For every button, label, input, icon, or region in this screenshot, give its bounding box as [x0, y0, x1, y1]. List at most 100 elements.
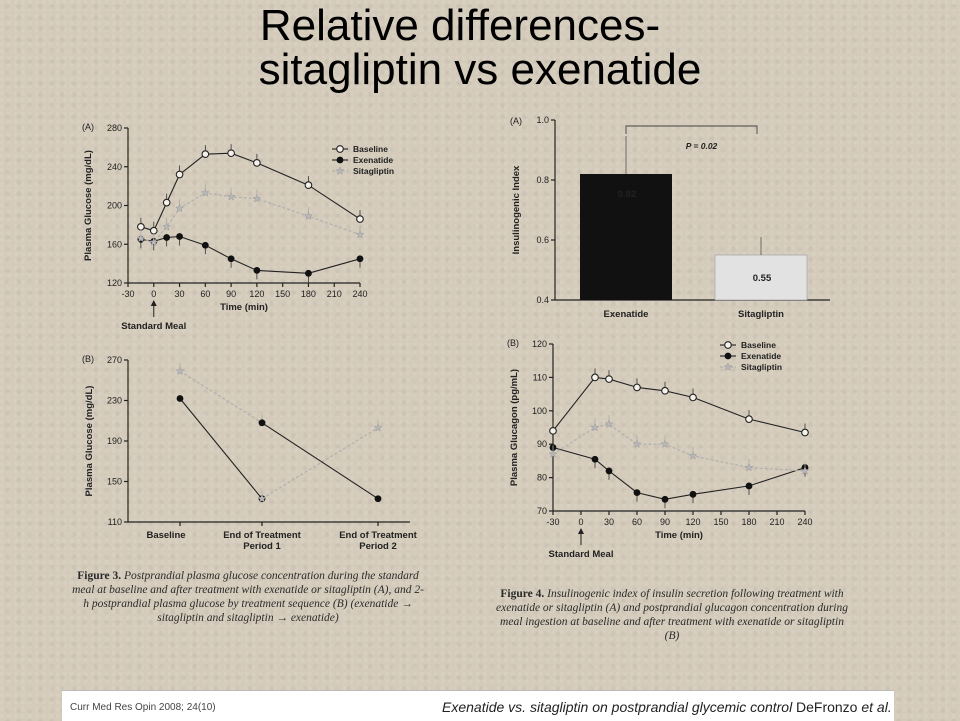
- data-point-baseline: [227, 149, 235, 158]
- footer-journal: Curr Med Res Opin 2008; 24(10): [70, 702, 216, 713]
- slide-title: Relative differences- sitagliptin vs exe…: [0, 4, 960, 92]
- x-tick-label: 90: [660, 517, 670, 527]
- legend-marker: [724, 352, 732, 360]
- legend-marker: [336, 145, 344, 153]
- series-line-baseline: [140, 152, 361, 232]
- data-point-exenatide: [633, 489, 641, 497]
- y-tick-label: 100: [532, 406, 547, 416]
- legend-marker: [336, 156, 344, 164]
- panel-label: (A): [510, 116, 522, 126]
- data-point-sitagliptin: [149, 237, 159, 247]
- data-point-exenatide: [689, 490, 697, 498]
- x-axis-label: Time (min): [655, 530, 703, 541]
- annotation-label: Standard Meal: [549, 549, 614, 560]
- data-point-sitagliptin: [632, 439, 642, 448]
- figure-4a-chart: (A) 0.4 0.6 0.8 1.0 Insulinogenic Index 0.82 Ex…: [510, 115, 830, 320]
- data-point-exenatide: [605, 467, 613, 475]
- series-line-exenatide: [140, 235, 361, 274]
- data-point-exenatide: [163, 234, 171, 241]
- data-point-baseline: [689, 393, 697, 402]
- footer-author-name: DeFronzo: [796, 699, 858, 715]
- data-point-exenatide: [591, 455, 599, 463]
- data-point-exenatide: [227, 255, 235, 263]
- x-tick-label: 0: [151, 289, 156, 299]
- annotation-label: Standard Meal: [121, 321, 186, 332]
- data-point: [175, 366, 185, 375]
- data-point-baseline: [253, 159, 261, 167]
- legend-entry: Exenatide: [353, 155, 393, 165]
- y-axis-label: Insulinogenic Index: [511, 165, 522, 254]
- data-point-exenatide: [745, 482, 753, 490]
- figure-3a-chart: (A) 120 160 200 240 280 -30 0 30 60 90 120 150 180 210…: [82, 122, 394, 332]
- x-tick-label: 30: [175, 289, 185, 299]
- y-tick-label: 240: [107, 162, 122, 172]
- data-point-exenatide: [176, 233, 183, 240]
- series-line-sitagliptin: [552, 423, 806, 472]
- bar-value-label: 0.55: [753, 273, 772, 284]
- figure-3-caption: Figure 3. Postprandial plasma glucose co…: [72, 569, 424, 625]
- y-tick-label: 280: [107, 123, 122, 133]
- data-point-sitagliptin: [175, 203, 184, 213]
- data-point-baseline: [356, 215, 364, 223]
- x-tick-label: 120: [249, 289, 264, 299]
- data-point-sitagliptin: [590, 422, 600, 432]
- data-point-sitagliptin: [744, 462, 754, 472]
- y-tick-label: 1.0: [536, 115, 549, 125]
- annotation-arrowhead: [150, 300, 157, 306]
- y-tick-label: 120: [532, 339, 547, 349]
- panel-label: (B): [507, 338, 519, 348]
- data-point-sitagliptin: [252, 194, 262, 203]
- legend-entry: Exenatide: [741, 351, 781, 361]
- x-tick-label: 150: [713, 517, 728, 527]
- x-tick-label: 60: [632, 517, 642, 527]
- data-point: [374, 495, 382, 503]
- y-tick-label: 0.4: [536, 295, 549, 305]
- figure-3-caption-label: Figure 3.: [77, 570, 122, 582]
- legend-entry: Baseline: [741, 340, 776, 350]
- series-line-exenatide: [552, 446, 806, 500]
- x-tick-label: 150: [275, 289, 290, 299]
- annotation-arrowhead: [578, 528, 584, 534]
- x-tick-label: -30: [546, 517, 559, 527]
- significance-label: P = 0.02: [686, 141, 718, 151]
- y-tick-label: 190: [107, 436, 122, 446]
- bar-exenatide: [580, 174, 672, 300]
- data-point-sitagliptin: [226, 192, 236, 201]
- x-tick-label: 210: [327, 289, 342, 299]
- y-tick-label: 120: [107, 278, 122, 288]
- data-point-baseline: [661, 386, 669, 395]
- legend-marker: [335, 166, 345, 175]
- y-tick-label: 110: [533, 372, 547, 382]
- significance-bracket: [625, 125, 758, 134]
- data-point-sitagliptin: [162, 222, 172, 231]
- data-point-baseline: [201, 150, 210, 159]
- data-point: [373, 423, 383, 432]
- x-tick-label: 180: [741, 517, 756, 527]
- data-point-baseline: [591, 373, 599, 382]
- slide-title-line-1: Relative differences-: [259, 1, 661, 50]
- data-point-exenatide: [201, 241, 209, 249]
- series-line: [261, 427, 379, 500]
- y-tick-label: 90: [537, 439, 547, 449]
- series-line: [261, 422, 379, 500]
- data-point-sitagliptin: [688, 451, 698, 460]
- data-point-sitagliptin: [355, 229, 365, 239]
- x-tick-label: 180: [301, 289, 316, 299]
- x-category-label: Exenatide: [604, 309, 649, 320]
- x-tick-label: 240: [797, 517, 812, 527]
- data-point-baseline: [162, 198, 171, 207]
- x-category-label: End of Treatment: [223, 530, 301, 541]
- y-tick-label: 70: [537, 506, 547, 516]
- y-tick-label: 270: [107, 355, 122, 365]
- bar-value-label: 0.82: [618, 189, 637, 200]
- figure-4-caption: Figure 4. Insulinogenic index of insulin…: [496, 587, 848, 643]
- legend-marker: [723, 362, 733, 371]
- bar-sitagliptin: [714, 254, 808, 301]
- data-point-sitagliptin: [660, 439, 670, 448]
- data-point-baseline: [549, 426, 557, 435]
- data-point-sitagliptin: [800, 466, 810, 475]
- data-point-baseline: [605, 375, 613, 383]
- legend-entry: Sitagliptin: [353, 166, 394, 176]
- data-point-exenatide: [661, 495, 669, 503]
- data-point: [176, 395, 184, 402]
